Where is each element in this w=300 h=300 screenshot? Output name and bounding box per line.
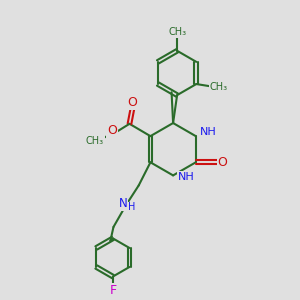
Text: O: O bbox=[107, 124, 117, 137]
Text: CH₃: CH₃ bbox=[86, 136, 104, 146]
Text: CH₃: CH₃ bbox=[209, 82, 227, 92]
Text: CH₃: CH₃ bbox=[168, 27, 186, 37]
Text: N: N bbox=[119, 197, 128, 210]
Text: F: F bbox=[109, 284, 116, 297]
Text: NH: NH bbox=[200, 128, 217, 137]
Text: H: H bbox=[128, 202, 135, 212]
Text: NH: NH bbox=[178, 172, 194, 182]
Text: O: O bbox=[217, 156, 227, 169]
Text: O: O bbox=[128, 96, 137, 109]
